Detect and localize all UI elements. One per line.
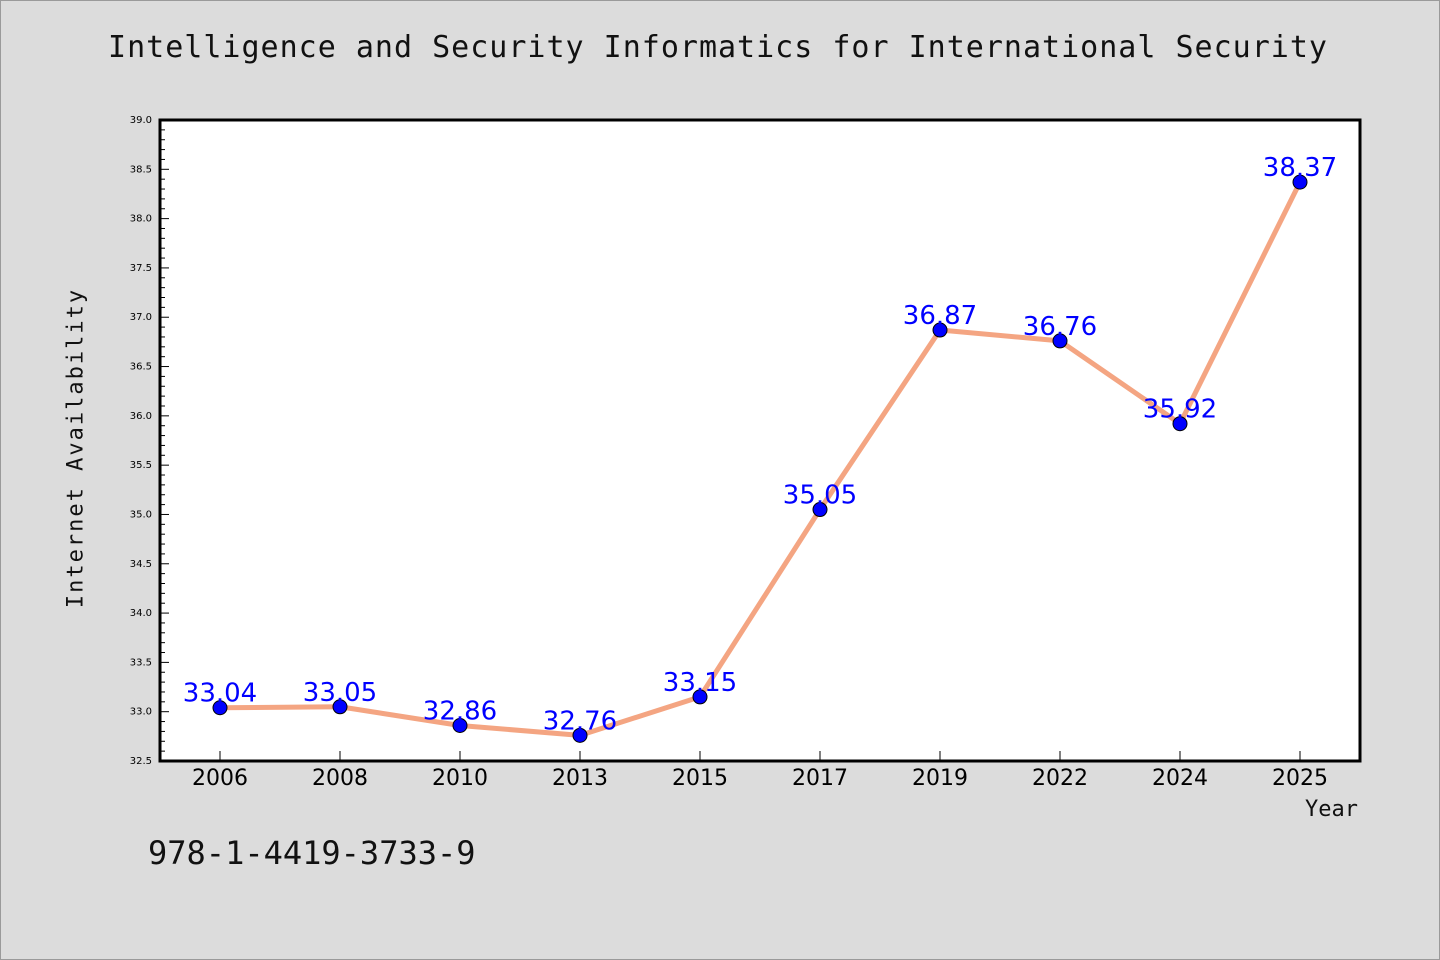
data-point-marker [572, 727, 588, 743]
data-point-marker [932, 322, 948, 338]
x-tick-label: 2019 [912, 766, 968, 791]
x-axis-label: Year [1305, 797, 1358, 822]
y-tick-label: 39.0 [130, 115, 152, 126]
data-point-marker [812, 502, 828, 518]
x-tick-label: 2006 [192, 766, 248, 791]
data-label: 38.37 [1263, 153, 1337, 183]
data-point-marker [1292, 174, 1308, 190]
x-tick-label: 2017 [792, 766, 848, 791]
x-tick-label: 2008 [312, 766, 368, 791]
data-label: 33.05 [303, 678, 377, 708]
data-point-marker [1172, 416, 1188, 432]
y-tick-label: 32.5 [130, 756, 152, 767]
data-label: 33.04 [183, 679, 257, 709]
data-label: 32.86 [423, 696, 497, 726]
data-point-marker [332, 699, 348, 715]
y-tick-label: 37.0 [130, 312, 152, 323]
x-tick-label: 2010 [432, 766, 488, 791]
y-tick-label: 38.5 [130, 164, 152, 175]
series-line [217, 179, 1303, 738]
data-point-marker [1052, 333, 1068, 349]
plot-area [158, 118, 1362, 763]
x-tick-label: 2024 [1152, 766, 1208, 791]
data-label: 35.92 [1143, 395, 1217, 425]
data-label: 36.87 [903, 301, 977, 331]
x-tick-label: 2015 [672, 766, 728, 791]
y-tick-label: 33.5 [130, 657, 152, 668]
y-tick-label: 33.0 [130, 707, 152, 718]
data-label: 36.76 [1023, 312, 1097, 342]
y-tick-label: 34.0 [130, 608, 152, 619]
y-tick-label: 36.0 [130, 411, 152, 422]
x-tick-label: 2025 [1272, 766, 1328, 791]
y-tick-label: 36.5 [130, 362, 152, 373]
y-tick-label: 35.5 [130, 460, 152, 471]
data-point-marker [212, 700, 228, 716]
y-tick-label: 34.5 [130, 559, 152, 570]
x-tick-label: 2022 [1032, 766, 1088, 791]
y-tick-label: 38.0 [130, 214, 152, 225]
data-label: 33.15 [663, 668, 737, 698]
data-point-marker [452, 717, 468, 733]
data-label: 32.76 [543, 706, 617, 736]
y-tick-label: 37.5 [130, 263, 152, 274]
y-tick-label: 35.0 [130, 509, 152, 520]
chart-title: Intelligence and Security Informatics fo… [108, 30, 1328, 65]
data-point-marker [692, 689, 708, 705]
x-tick-label: 2013 [552, 766, 608, 791]
data-label: 35.05 [783, 481, 857, 511]
isbn-text: 978-1-4419-3733-9 [148, 834, 476, 872]
